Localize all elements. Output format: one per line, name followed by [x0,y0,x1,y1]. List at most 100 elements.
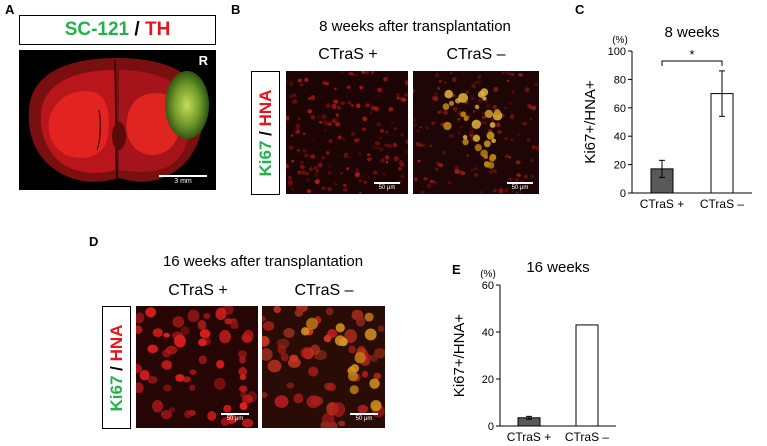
proliferating-cell [369,378,380,389]
panel-d-right-scale-text: 50 μm [355,416,373,422]
cell-nucleus [504,137,508,141]
cell-nucleus [262,392,268,399]
cell-nucleus [529,118,533,121]
cell-nucleus [336,105,342,111]
cell-nucleus [325,307,334,316]
cell-nucleus [470,96,475,101]
cell-nucleus [497,129,502,135]
x-tick-label: CTraS + [640,197,685,211]
cell-nucleus [423,177,428,181]
cell-nucleus [325,103,331,109]
cell-nucleus [335,122,341,127]
chart-8-weeks: 8 weeks (%) Ki67+/HNA+ 0 20 40 60 80 100 CTraS + C… [582,24,752,211]
cell-nucleus [492,105,498,109]
cell-nucleus [470,168,474,172]
cell-nucleus [183,376,191,383]
cell-nucleus [333,87,337,91]
panel-a-scale-text: 3 mm [174,178,192,185]
cell-nucleus [390,121,394,125]
y-tick-label: 100 [608,46,626,58]
cell-nucleus [515,160,521,165]
cell-nucleus [333,99,339,104]
panel-d-left-scale-text: 50 μm [226,416,244,422]
y-tick-label: 80 [614,74,626,86]
cell-nucleus [369,354,378,363]
proliferating-cell [442,103,450,110]
cell-nucleus [310,94,316,101]
cell-nucleus [323,334,332,343]
cell-nucleus [262,348,273,361]
cell-nucleus [289,94,293,99]
cell-nucleus [514,177,520,183]
cell-nucleus [203,312,211,319]
proliferating-cell [474,104,480,110]
cell-nucleus [498,188,504,194]
panel-b-left-scale-text: 50 μm [378,185,396,191]
cell-nucleus [361,370,369,378]
cell-nucleus [413,89,416,93]
cell-nucleus [239,374,247,381]
cell-nucleus [449,72,453,75]
cell-nucleus [174,334,186,348]
cell-nucleus [145,307,157,318]
cell-nucleus [447,180,452,185]
cell-nucleus [505,71,510,76]
cell-nucleus [491,117,495,122]
cell-nucleus [332,117,336,122]
cell-nucleus [518,72,523,77]
cell-nucleus [370,105,377,111]
cell-nucleus [283,327,295,338]
cell-nucleus [338,420,346,427]
cell-nucleus [199,329,211,339]
cell-nucleus [530,159,534,163]
cell-nucleus [310,344,321,355]
cell-nucleus [286,80,288,84]
cell-nucleus [366,153,371,157]
ki67-label: Ki67 [106,375,126,411]
cell-nucleus [377,87,383,93]
proliferating-cell [488,155,496,162]
cell-nucleus [314,178,320,185]
cell-nucleus [297,117,302,121]
cell-nucleus [216,360,225,369]
cell-nucleus [504,107,508,110]
cell-nucleus [345,167,350,171]
cell-nucleus [342,138,346,141]
micrograph-16w-ctras-minus: 50 μm [262,306,385,428]
cell-nucleus [286,382,295,389]
cell-nucleus [262,321,275,331]
cell-nucleus [393,155,399,162]
significance-bracket [661,60,723,66]
cell-nucleus [366,157,372,162]
cell-nucleus [438,79,443,83]
cell-nucleus [184,410,192,419]
hna-label: HNA [106,324,126,361]
cell-nucleus [357,404,369,414]
cell-nucleus [517,133,520,137]
cell-nucleus [460,125,464,129]
proliferating-cell [334,335,346,346]
cell-nucleus [384,143,390,147]
cell-nucleus [239,402,248,411]
proliferating-cell [483,154,489,160]
cell-nucleus [358,192,362,194]
panel-b-col-plus: CTraS + [318,46,378,63]
cell-nucleus [383,76,388,82]
cell-nucleus [469,126,473,130]
proliferating-cell [482,96,487,101]
cell-nucleus [136,312,145,324]
cell-nucleus [342,183,347,187]
y-tick-label: 20 [614,160,626,172]
cell-nucleus [365,103,371,108]
cell-nucleus [175,374,185,382]
cell-nucleus [354,138,358,143]
cell-nucleus [481,120,487,125]
cell-nucleus [373,372,382,380]
cell-nucleus [347,100,352,105]
cell-nucleus [361,127,367,132]
cell-nucleus [139,369,150,381]
cell-nucleus [426,183,432,189]
proliferating-cell [349,385,359,395]
stain-separator: / [106,360,126,376]
cell-nucleus [348,72,353,76]
